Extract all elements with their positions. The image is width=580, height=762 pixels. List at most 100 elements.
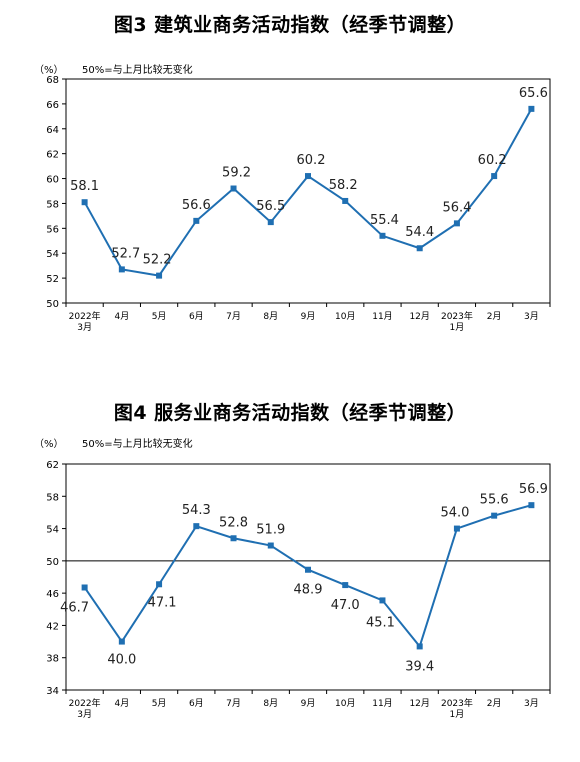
chart2-data-label: 47.0 [331,598,360,613]
chart1-data-point [379,232,386,239]
chart1-ytick-label: 64 [46,125,59,136]
chart2-data-point [193,523,200,530]
chart2-ytick-label: 62 [46,460,59,471]
chart2-xtick-label: 7月 [226,698,241,709]
chart1-data-label: 60.2 [297,153,326,168]
chart2-ytick-label: 58 [46,492,59,503]
chart1-title: 图3 建筑业商务活动指数（经季节调整） [113,14,467,36]
chart1-plot-frame [65,78,551,304]
chart2-data-label: 46.7 [60,600,89,615]
chart2-ytick-label: 54 [46,525,59,536]
chart1-data-label: 52.7 [111,246,140,261]
chart2-series-line [83,504,532,649]
chart1-xtick-label: 9月 [301,311,316,322]
chart2-unit-label: （%） [34,438,64,450]
chart2-xtick-label: 5月 [152,698,167,709]
chart1-data-point [416,245,423,252]
chart2-data-label: 55.6 [480,493,509,508]
chart2-data-point [267,542,274,549]
chart2-ytick-label: 34 [46,686,59,697]
chart2-xtick-label: 1月 [450,709,465,720]
chart1-data-label: 55.4 [370,213,399,228]
chart1-ytick-label: 56 [46,224,59,235]
chart2-xtick-label: 3月 [524,698,539,709]
chart1-xtick-label: 10月 [335,311,355,322]
chart1-data-label: 59.2 [222,166,251,181]
chart1-construction-index: （%） 50%=与上月比较无变化 50 52 54 56 58 60 62 64 66 68 2022年… [34,63,551,333]
chart2-data-point [230,535,237,542]
chart2-data-label: 48.9 [294,583,323,598]
chart1-data-point [305,173,311,180]
chart1-xtick-label: 7月 [226,311,241,322]
chart1-xtick-label: 2023年 [441,310,473,322]
chart2-ytick-label: 46 [46,589,59,600]
chart2-xtick-label: 8月 [263,698,278,709]
chart1-ytick-label: 50 [46,299,59,310]
chart2-xtick-label: 11月 [372,698,392,709]
chart2-xtick-label: 4月 [114,698,129,709]
chart2-xtick-label: 2月 [487,698,502,709]
chart1-data-point [118,266,125,273]
chart2-data-label: 40.0 [107,653,136,668]
chart1-ytick-label: 68 [46,75,59,86]
chart2-data-point [342,582,349,589]
chart2-data-label: 56.9 [519,482,548,497]
chart1-xtick-label: 5月 [152,311,167,322]
chart2-data-point [81,584,88,591]
chart1-data-point [528,105,535,112]
chart2-data-point [305,566,311,573]
chart1-data-label: 56.6 [182,198,211,213]
chart1-ytick-label: 54 [46,249,59,260]
chart1-data-label: 54.4 [405,225,434,240]
chart1-xtick-label: 1月 [450,322,465,333]
chart1-data-point [453,220,460,227]
chart1-unit-label: （%） [34,64,64,76]
chart1-note: 50%=与上月比较无变化 [82,63,193,76]
chart1-ytick-label: 58 [46,199,59,210]
chart2-data-label: 54.0 [440,506,469,521]
chart2-ytick-label: 38 [46,654,59,665]
chart2-plot-frame [65,463,551,691]
chart1-data-point [267,219,274,226]
chart2-data-point [118,638,125,645]
chart1-xtick-label: 4月 [114,311,129,322]
chart2-data-label: 54.3 [182,503,211,518]
chart1-ytick-label: 62 [46,150,59,161]
chart1-data-label: 65.6 [519,86,548,101]
chart2-xtick-label: 9月 [301,698,316,709]
chart2-data-label: 47.1 [148,595,177,610]
chart1-xtick-label: 11月 [372,311,392,322]
chart1-data-point [81,199,88,206]
chart2-xtick-label: 10月 [335,698,355,709]
chart1-ytick-label: 60 [46,175,59,186]
chart1-xtick-label: 2022年 [69,310,101,322]
chart2-xtick-label: 2023年 [441,697,473,709]
chart1-data-label: 56.4 [442,200,471,215]
chart2-data-point [491,512,498,519]
chart1-xtick-label: 8月 [263,311,278,322]
chart2-data-point [156,581,163,588]
chart2-data-label: 45.1 [366,615,395,630]
chart2-xtick-label: 6月 [189,698,204,709]
chart2-title: 图4 服务业商务活动指数（经季节调整） [113,402,467,424]
chart2-data-label: 51.9 [256,523,285,538]
chart2-ytick-label: 50 [46,557,59,568]
chart2-ytick-label: 42 [46,621,59,632]
chart2-data-point [379,597,386,604]
chart2-data-point [416,643,423,650]
chart1-data-point [342,197,349,204]
chart1-data-label: 58.2 [329,178,358,193]
chart1-xtick-label: 3月 [77,322,92,333]
chart1-ytick-label: 52 [46,274,59,285]
chart1-data-label: 56.5 [256,199,285,214]
chart2-data-label: 52.8 [219,515,248,530]
chart1-data-label: 52.2 [143,253,172,268]
chart2-data-point [453,525,460,532]
chart1-data-point [491,173,498,180]
chart1-data-label: 58.1 [70,179,99,194]
chart1-ytick-label: 66 [46,100,59,111]
chart2-xtick-label: 12月 [409,698,429,709]
chart1-data-point [230,185,237,192]
chart1-xtick-label: 6月 [189,311,204,322]
